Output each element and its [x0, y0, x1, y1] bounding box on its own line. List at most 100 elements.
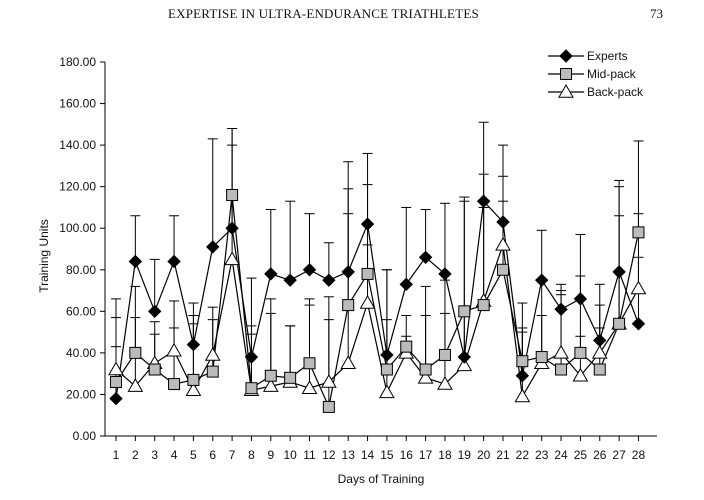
data-point-diamond	[283, 273, 297, 287]
data-point-triangle	[630, 280, 647, 295]
data-point-triangle	[514, 388, 531, 403]
running-title: EXPERTISE IN ULTRA-ENDURANCE TRIATHLETES	[168, 6, 479, 21]
data-point-square	[245, 382, 258, 395]
y-axis-label: Training Units	[37, 219, 51, 293]
legend-marker-back-pack	[558, 83, 574, 98]
x-tick-label: 8	[248, 448, 255, 462]
x-tick-label: 20	[477, 448, 491, 462]
data-point-diamond	[147, 304, 162, 319]
data-point-triangle	[379, 384, 395, 399]
data-point-diamond	[515, 369, 530, 383]
data-point-diamond	[302, 263, 317, 277]
data-point-diamond	[244, 350, 259, 364]
data-point-square	[477, 299, 490, 312]
data-point-diamond	[438, 267, 452, 281]
data-point-diamond	[186, 337, 201, 352]
x-tick-label: 2	[132, 448, 139, 462]
data-point-square	[380, 363, 393, 376]
data-point-square	[555, 363, 568, 376]
series-line-back-pack	[115, 244, 639, 399]
data-point-diamond	[593, 333, 607, 348]
data-point-triangle	[301, 380, 318, 394]
data-point-diamond	[554, 302, 568, 316]
data-point-square	[110, 375, 122, 388]
running-head: EXPERTISE IN ULTRA-ENDURANCE TRIATHLETES…	[0, 6, 704, 26]
data-point-diamond	[457, 350, 472, 364]
x-tick-label: 27	[612, 448, 626, 462]
data-point-triangle	[591, 344, 608, 359]
data-point-diamond	[573, 292, 588, 306]
data-point-triangle	[456, 357, 473, 372]
data-point-square	[187, 373, 200, 386]
legend-label-experts: Experts	[587, 49, 628, 63]
data-point-triangle	[417, 369, 434, 384]
data-point-square	[264, 369, 277, 382]
y-tick-label: 40.00	[66, 346, 96, 360]
data-point-triangle	[262, 378, 279, 392]
data-point-square	[458, 305, 471, 318]
x-tick-label: 16	[400, 448, 414, 462]
x-tick-label: 6	[209, 448, 216, 462]
x-tick-label: 4	[171, 448, 178, 462]
data-point-diamond	[496, 215, 510, 229]
data-point-square	[303, 357, 316, 370]
data-point-diamond	[322, 273, 336, 287]
data-point-square	[419, 363, 432, 376]
data-point-diamond	[612, 265, 626, 279]
series-markers	[108, 188, 647, 413]
y-tick-label: 120.00	[59, 180, 96, 194]
data-point-square	[593, 363, 606, 376]
data-point-diamond	[534, 273, 549, 287]
data-point-square	[632, 226, 645, 239]
data-point-diamond	[418, 250, 433, 265]
y-tick-label: 140.00	[59, 138, 96, 152]
x-tick-label: 19	[458, 448, 472, 462]
data-point-diamond	[167, 254, 181, 269]
x-tick-label: 13	[342, 448, 356, 462]
data-point-triangle	[224, 251, 240, 266]
data-point-diamond	[380, 348, 394, 362]
data-point-square	[148, 363, 161, 376]
x-tick-label: 25	[574, 448, 588, 462]
x-tick-label: 7	[229, 448, 236, 462]
data-point-diamond	[264, 267, 278, 281]
data-point-diamond	[360, 217, 375, 231]
x-tick-label: 5	[190, 448, 197, 462]
x-axis-label: Days of Training	[338, 472, 425, 486]
x-tick-label: 23	[535, 448, 549, 462]
series-line-mid-pack	[115, 194, 640, 409]
x-tick-label: 26	[593, 448, 607, 462]
data-point-triangle	[553, 344, 569, 359]
y-tick-label: 0.00	[73, 429, 97, 443]
data-point-diamond	[225, 221, 239, 235]
data-point-square	[497, 263, 509, 276]
data-point-triangle	[340, 355, 357, 370]
legend-marker-experts	[559, 49, 573, 63]
x-tick-label: 10	[283, 448, 297, 462]
chart-axes: 0.00 20.00 40.00 60.00 80.00 100.00 120.00 140.…	[59, 55, 657, 462]
data-point-square	[342, 299, 355, 312]
data-point-triangle	[572, 367, 589, 382]
y-tick-label: 20.00	[66, 387, 96, 401]
data-point-square	[168, 378, 181, 391]
data-point-triangle	[359, 295, 376, 309]
data-point-diamond	[399, 277, 413, 292]
data-point-square	[438, 348, 451, 361]
data-point-square	[400, 340, 413, 353]
data-point-diamond	[476, 194, 491, 208]
x-tick-label: 9	[267, 448, 274, 462]
data-point-square	[535, 351, 548, 364]
data-point-square	[516, 355, 529, 368]
data-point-square	[574, 346, 587, 359]
y-tick-label: 60.00	[66, 304, 96, 318]
page-number: 73	[650, 6, 663, 21]
y-tick-label: 80.00	[66, 263, 96, 277]
y-tick-label: 100.00	[59, 221, 96, 235]
data-point-triangle	[437, 376, 453, 390]
x-tick-label: 28	[632, 448, 646, 462]
data-point-diamond	[341, 265, 355, 279]
x-tick-label: 14	[361, 448, 375, 462]
data-point-square	[361, 267, 374, 280]
data-point-triangle	[495, 236, 511, 251]
